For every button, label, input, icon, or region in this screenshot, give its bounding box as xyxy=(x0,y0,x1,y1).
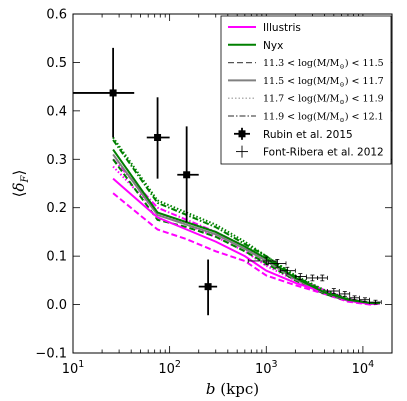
legend-label: 11.9 < log(M/M⊙) < 12.1 xyxy=(263,112,384,125)
square-marker xyxy=(183,171,191,179)
x-axis: 101 102 103 104 xyxy=(62,14,393,377)
x-tick-base: 10 xyxy=(158,362,175,377)
legend-label-part: ) < 11.7 xyxy=(345,76,384,87)
y-label-close: ⟩ xyxy=(10,170,28,176)
series-line-1 xyxy=(112,149,380,305)
x-tick-label: 101 xyxy=(62,359,85,377)
legend-box xyxy=(220,15,392,165)
legend-label: Rubin et al. 2015 xyxy=(263,129,353,141)
legend-item-5: 11.9 < log(M/M⊙) < 12.1 xyxy=(228,112,384,125)
model-line-0 xyxy=(112,192,381,306)
y-tick-label: 0.6 xyxy=(46,8,67,23)
data-point-1-0 xyxy=(247,256,278,266)
y-label-delta: δ xyxy=(10,182,28,191)
model-line-6 xyxy=(112,153,380,305)
legend-label: Nyx xyxy=(263,40,283,52)
y-tick-label: 0.2 xyxy=(46,201,67,216)
data-point-0-3 xyxy=(198,259,218,316)
data-point-0-1 xyxy=(146,97,170,179)
y-tick-label: 0.3 xyxy=(46,153,67,168)
data-point-1-6 xyxy=(327,288,340,294)
data-point-1-1 xyxy=(267,259,287,268)
legend-label: Font-Ribera et al. 2012 xyxy=(263,147,384,159)
plot-frame xyxy=(72,13,393,354)
legend-label-part: 11.7 < log(M/M xyxy=(263,94,340,105)
x-tick-exp: 1 xyxy=(78,359,84,370)
y-axis: −0.1 0.0 0.1 0.2 0.3 0.4 0.5 0.6 xyxy=(35,8,392,362)
y-label-open: ⟨ xyxy=(10,191,28,197)
legend-item-2: 11.3 < log(M/M⊙) < 11.5 xyxy=(228,58,384,71)
y-tick-label: 0.5 xyxy=(46,56,67,71)
data-point-0-2 xyxy=(177,126,199,223)
legend-item-1: Nyx xyxy=(228,40,283,52)
legend-label: Illustris xyxy=(263,22,301,34)
legend-label-sub: ⊙ xyxy=(339,63,344,71)
legend-label-part: 11.5 < log(M/M xyxy=(263,76,340,87)
y-label-sub: F xyxy=(20,174,31,183)
data-point-1-4 xyxy=(305,274,319,282)
y-tick-label: 0.4 xyxy=(46,104,67,119)
x-tick-exp: 2 xyxy=(175,359,181,370)
square-marker xyxy=(204,283,212,291)
model-line-2 xyxy=(112,158,380,305)
y-tick-label: 0.1 xyxy=(46,250,67,265)
legend-swatch-marker xyxy=(238,130,246,138)
legend-label-sub: ⊙ xyxy=(339,98,344,106)
data-point-0-0 xyxy=(73,47,135,138)
square-marker xyxy=(154,133,162,141)
y-tick-label: 0.0 xyxy=(46,298,67,313)
x-tick-exp: 3 xyxy=(272,359,278,370)
legend-item-0: Illustris xyxy=(228,22,301,34)
x-axis-label: b (kpc) xyxy=(206,380,259,398)
x-tick-base: 10 xyxy=(352,362,369,377)
legend-label: 11.3 < log(M/M⊙) < 11.5 xyxy=(263,58,384,71)
legend-label-part: 11.9 < log(M/M xyxy=(263,112,340,123)
y-tick-label: −0.1 xyxy=(35,347,67,362)
model-line-1 xyxy=(112,165,380,305)
x-tick-base: 10 xyxy=(255,362,272,377)
x-axis-label-var: b xyxy=(206,380,220,398)
legend-label-sub: ⊙ xyxy=(339,116,344,124)
legend-item-7: Font-Ribera et al. 2012 xyxy=(236,145,384,159)
data-point-1-2 xyxy=(279,266,296,275)
legend-label-part: ) < 11.5 xyxy=(345,58,384,69)
x-axis-label-unit: (kpc) xyxy=(220,380,259,398)
data-point-1-5 xyxy=(317,274,328,282)
legend-label-part: ) < 12.1 xyxy=(345,112,384,123)
data-point-1-8 xyxy=(349,295,360,301)
y-axis-label: ⟨δF⟩ xyxy=(10,170,31,198)
model-line-3 xyxy=(112,158,380,305)
data-point-1-7 xyxy=(338,291,351,297)
x-tick-label: 104 xyxy=(352,359,375,377)
legend-label: 11.7 < log(M/M⊙) < 11.9 xyxy=(263,94,384,107)
legend-label-part: ) < 11.9 xyxy=(345,94,384,105)
legend-item-6: Rubin et al. 2015 xyxy=(234,127,353,141)
model-line-5 xyxy=(112,139,380,305)
observations xyxy=(73,47,382,316)
legend-item-4: 11.7 < log(M/M⊙) < 11.9 xyxy=(228,94,384,107)
x-tick-label: 102 xyxy=(158,359,181,377)
legend-label-part: 11.3 < log(M/M xyxy=(263,58,340,69)
legend-label: 11.5 < log(M/M⊙) < 11.7 xyxy=(263,76,384,89)
square-marker xyxy=(109,89,117,97)
legend-label-sub: ⊙ xyxy=(339,80,344,88)
x-tick-label: 103 xyxy=(255,359,278,377)
x-tick-exp: 4 xyxy=(368,359,374,370)
x-tick-base: 10 xyxy=(62,362,79,377)
legend-item-3: 11.5 < log(M/M⊙) < 11.7 xyxy=(228,76,384,89)
data-point-1-10 xyxy=(369,299,382,305)
